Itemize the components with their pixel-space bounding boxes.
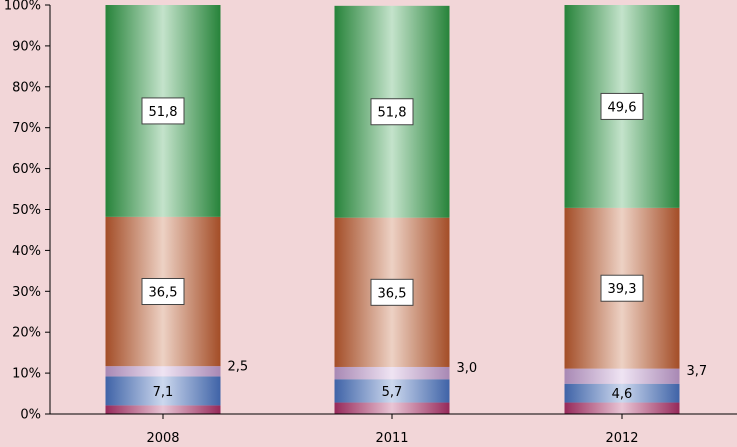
y-tick-label: 30% xyxy=(12,285,41,300)
data-label: 36,5 xyxy=(378,286,407,301)
data-label: 39,3 xyxy=(608,282,637,297)
y-axis: 0% 10% 20% 30% 40% 50% 60% 70% 80% 90% 100% xyxy=(4,0,51,423)
data-label: 5,7 xyxy=(382,385,403,400)
bar-segment xyxy=(105,405,221,414)
y-tick-label: 70% xyxy=(12,121,41,136)
bar-stack-2008: 7,1 2,5 36,5 51,8 xyxy=(105,5,249,414)
data-label-box xyxy=(141,97,185,125)
bar-segment xyxy=(334,402,450,414)
data-label: 2,5 xyxy=(228,359,249,374)
bars: 7,1 2,5 36,5 51,8 5,7 3,0 36,5 51,8 4,6 3,7 39,3 49… xyxy=(105,5,708,414)
bar-segment xyxy=(334,366,450,380)
y-tick-label: 90% xyxy=(12,39,41,54)
bar-stack-2012: 4,6 3,7 39,3 49,6 xyxy=(564,5,708,414)
data-label-box xyxy=(600,92,644,120)
data-label-box xyxy=(600,274,644,302)
data-label-box xyxy=(370,98,414,126)
bar-stack-2011: 5,7 3,0 36,5 51,8 xyxy=(334,5,478,414)
x-tick-label: 2012 xyxy=(605,431,638,446)
bar-segment xyxy=(564,402,680,414)
data-label: 36,5 xyxy=(149,286,178,301)
x-axis: 2008 2011 2012 xyxy=(50,413,737,446)
y-tick-label: 20% xyxy=(12,326,41,341)
data-label: 4,6 xyxy=(612,387,633,402)
y-tick-label: 50% xyxy=(12,203,41,218)
data-label: 7,1 xyxy=(153,385,174,400)
data-label: 3,0 xyxy=(457,361,478,376)
bar-segment xyxy=(564,368,680,384)
y-tick-label: 40% xyxy=(12,244,41,259)
data-label: 51,8 xyxy=(149,105,178,120)
bar-segment xyxy=(564,383,680,403)
y-tick-label: 60% xyxy=(12,162,41,177)
y-tick-label: 100% xyxy=(4,0,41,14)
bar-segment xyxy=(105,376,221,406)
bar-segment xyxy=(105,366,221,377)
x-tick-label: 2011 xyxy=(375,431,408,446)
y-tick-label: 0% xyxy=(20,408,41,423)
y-tick-label: 10% xyxy=(12,367,41,382)
y-tick-label: 80% xyxy=(12,80,41,95)
data-label: 51,8 xyxy=(378,106,407,121)
data-label: 49,6 xyxy=(608,100,637,115)
data-label: 3,7 xyxy=(687,364,708,379)
x-tick-label: 2008 xyxy=(146,431,179,446)
bar-segment xyxy=(334,379,450,403)
data-label-box xyxy=(370,278,414,306)
data-label-box xyxy=(141,278,185,306)
